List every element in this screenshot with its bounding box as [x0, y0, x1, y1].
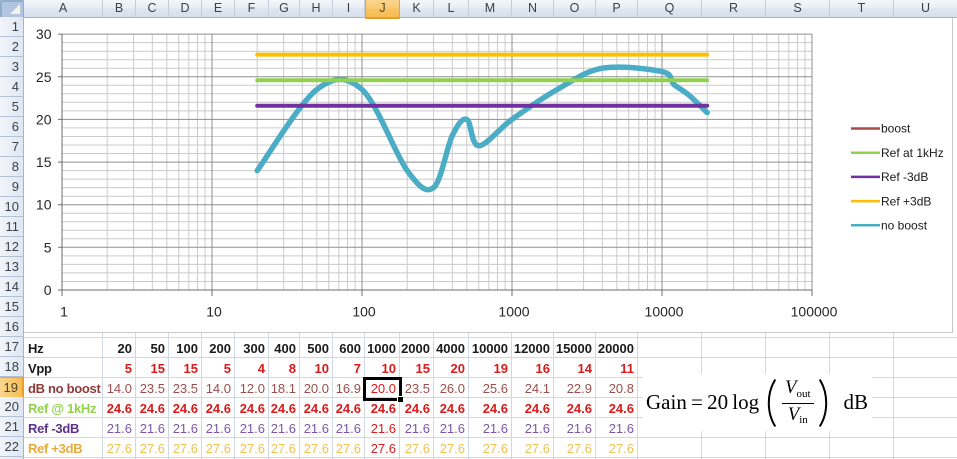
svg-text:Ref +3dB: Ref +3dB — [881, 194, 931, 208]
svg-text:100000: 100000 — [791, 303, 838, 319]
svg-text:30: 30 — [36, 26, 52, 42]
svg-text:Ref -3dB: Ref -3dB — [881, 170, 928, 184]
svg-text:20: 20 — [36, 111, 52, 127]
svg-text:1000: 1000 — [498, 303, 529, 319]
svg-text:no boost: no boost — [881, 219, 928, 233]
svg-text:25: 25 — [36, 69, 52, 85]
svg-text:1: 1 — [60, 303, 68, 319]
svg-text:15: 15 — [36, 154, 52, 170]
svg-text:5: 5 — [44, 239, 52, 255]
svg-text:boost: boost — [881, 122, 911, 136]
svg-text:100: 100 — [352, 303, 376, 319]
svg-text:10: 10 — [206, 303, 222, 319]
svg-text:0: 0 — [44, 282, 52, 298]
svg-text:10000: 10000 — [645, 303, 684, 319]
svg-text:10: 10 — [36, 197, 52, 213]
svg-text:Ref at 1kHz: Ref at 1kHz — [881, 146, 944, 160]
